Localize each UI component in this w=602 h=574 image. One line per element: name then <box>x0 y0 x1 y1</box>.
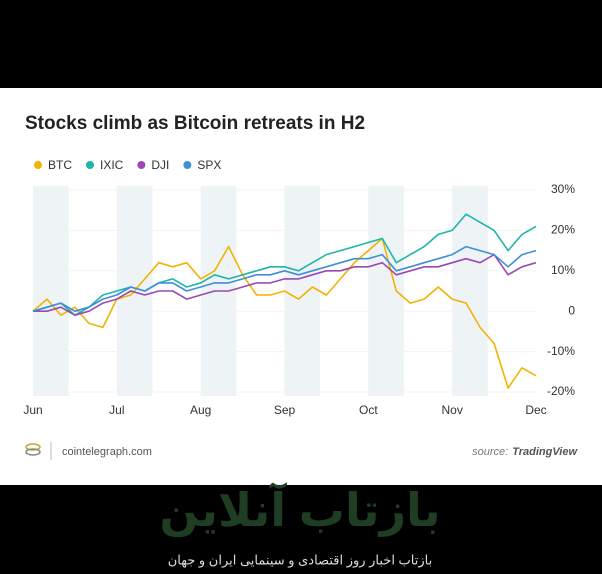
legend-label: BTC <box>48 158 72 172</box>
footer-logo <box>25 442 52 460</box>
legend-label: IXIC <box>100 158 124 172</box>
shade-band <box>452 186 488 396</box>
watermark-subtitle: بازتاب اخبار روز اقتصادی و سینمایی ایران… <box>168 552 432 568</box>
series-line <box>33 253 537 316</box>
footer-site: cointelegraph.com <box>62 446 152 458</box>
x-tick-label: Aug <box>190 403 211 417</box>
footer-source-name: TradingView <box>512 446 578 458</box>
y-tick-label: 10% <box>551 263 575 277</box>
shade-band <box>368 186 404 396</box>
legend-marker <box>34 161 42 169</box>
plot <box>32 213 537 389</box>
footer-source-prefix: source: <box>472 446 508 458</box>
x-tick-label: Jul <box>109 403 124 417</box>
y-tick-label: 20% <box>551 223 575 237</box>
x-tick-label: Nov <box>441 403 462 417</box>
x-tick-label: Oct <box>359 403 378 417</box>
series-line <box>32 213 537 316</box>
x-tick-label: Jun <box>23 403 42 417</box>
shade-band <box>284 186 321 396</box>
y-tick-label: -10% <box>547 344 575 358</box>
legend-label: SPX <box>197 158 221 172</box>
watermark-title: بازتاب آنلاین <box>159 482 440 537</box>
legend-marker <box>137 161 146 169</box>
y-tick-label: -20% <box>547 384 575 398</box>
y-tick-label: 30% <box>551 182 575 196</box>
chart-title: Stocks climb as Bitcoin retreats in H2 <box>25 113 365 134</box>
legend-marker <box>183 161 192 169</box>
x-tick-label: Sep <box>274 403 296 417</box>
series-line <box>32 245 537 312</box>
shade-band <box>33 186 69 396</box>
legend-marker <box>86 161 94 169</box>
legend-label: DJI <box>151 158 169 172</box>
y-tick-label: 0 <box>568 303 575 317</box>
x-tick-label: Dec <box>525 403 546 417</box>
